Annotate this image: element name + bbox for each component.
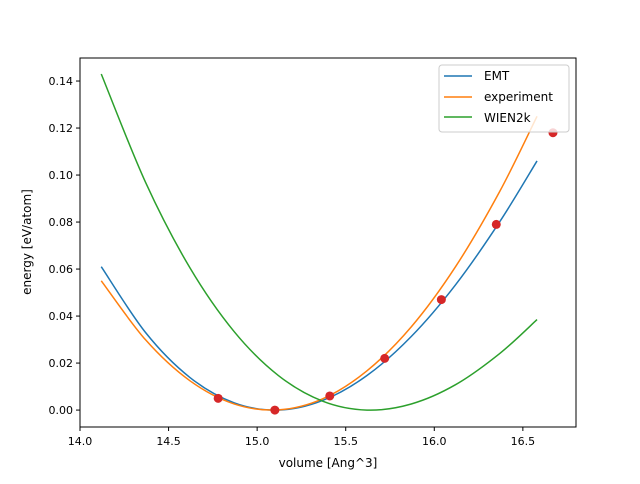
y-axis-ticks: 0.00 0.02 0.04 0.06 0.08 0.10 0.12 0.14 bbox=[49, 75, 80, 417]
x-tick-label: 15.0 bbox=[245, 435, 270, 448]
y-axis-label: energy [eV/atom] bbox=[20, 189, 34, 295]
series-line-emt bbox=[100, 160, 538, 411]
x-axis-ticks: 14.0 14.5 15.0 15.5 16.0 16.5 bbox=[68, 427, 535, 448]
x-tick-label: 15.5 bbox=[333, 435, 358, 448]
legend: EMT experiment WIEN2k bbox=[438, 64, 570, 133]
axes-frame bbox=[79, 57, 577, 428]
data-point bbox=[270, 405, 280, 415]
data-point bbox=[213, 393, 223, 403]
legend-label-wien2k: WIEN2k bbox=[484, 111, 531, 125]
x-tick-label: 16.5 bbox=[511, 435, 536, 448]
legend-box bbox=[438, 64, 570, 133]
y-tick-label: 0.14 bbox=[49, 75, 74, 88]
legend-label-experiment: experiment bbox=[484, 90, 553, 104]
y-tick-label: 0.08 bbox=[49, 216, 74, 229]
y-tick-label: 0.06 bbox=[49, 263, 74, 276]
data-point bbox=[491, 219, 501, 229]
x-tick-label: 14.0 bbox=[68, 435, 93, 448]
data-points bbox=[213, 128, 558, 415]
y-tick-label: 0.00 bbox=[49, 404, 74, 417]
y-tick-label: 0.10 bbox=[49, 169, 74, 182]
y-tick-label: 0.04 bbox=[49, 310, 74, 323]
legend-label-emt: EMT bbox=[484, 69, 510, 83]
x-tick-label: 14.5 bbox=[156, 435, 181, 448]
data-point bbox=[325, 391, 335, 401]
y-tick-label: 0.02 bbox=[49, 357, 74, 370]
x-axis-label: volume [Ang^3] bbox=[279, 456, 378, 470]
data-point bbox=[380, 353, 390, 363]
x-tick-label: 16.0 bbox=[422, 435, 447, 448]
data-point bbox=[436, 295, 446, 305]
series-line-wien2k bbox=[100, 73, 538, 411]
y-tick-label: 0.12 bbox=[49, 122, 74, 135]
